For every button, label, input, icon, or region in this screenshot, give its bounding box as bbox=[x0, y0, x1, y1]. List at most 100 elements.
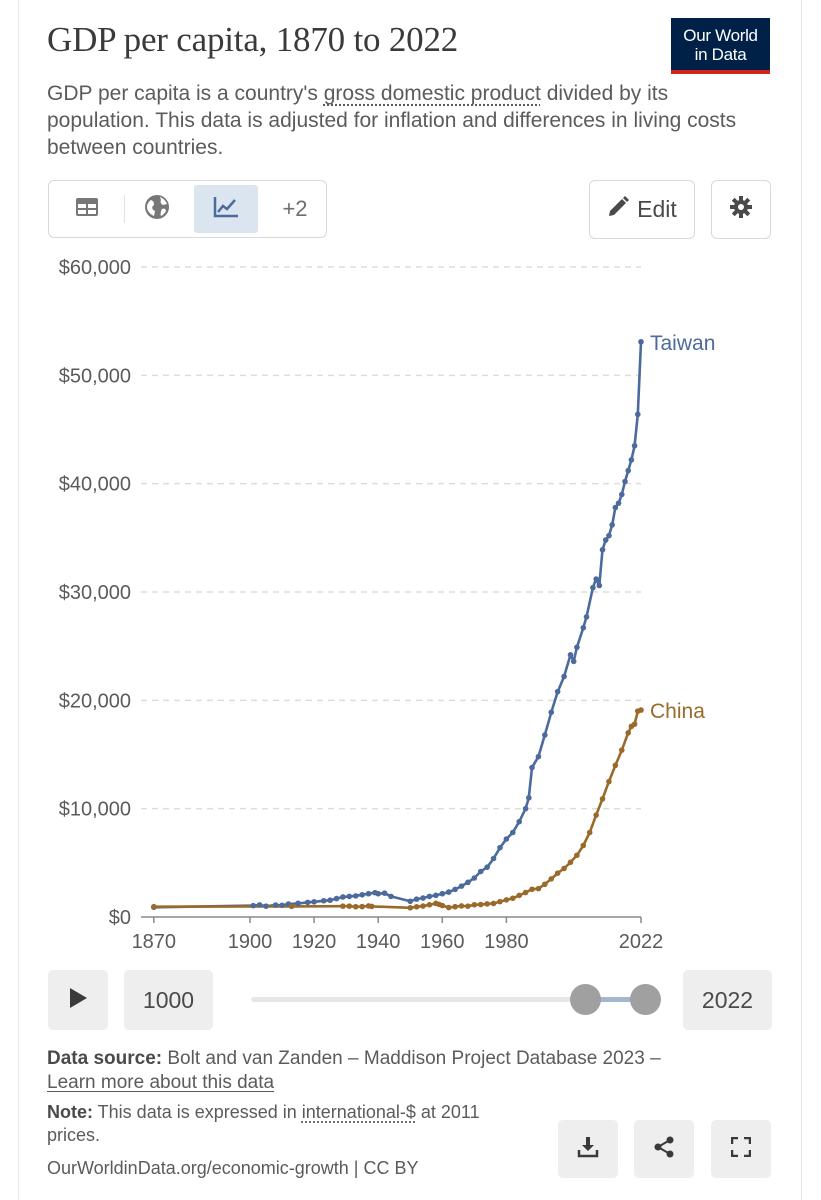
data-point-taiwan bbox=[320, 897, 327, 904]
data-point-taiwan bbox=[279, 902, 285, 909]
international-dollar-link[interactable]: international-$ bbox=[301, 1102, 416, 1122]
x-tick-label: 1920 bbox=[292, 931, 337, 953]
tab-separator bbox=[124, 195, 125, 223]
data-source-label: Data source: bbox=[47, 1048, 163, 1069]
data-point-taiwan bbox=[574, 644, 580, 651]
data-point-china bbox=[516, 892, 523, 899]
data-point-china bbox=[631, 721, 638, 727]
x-tick-label: 1940 bbox=[356, 931, 401, 953]
y-tick-label: $40,000 bbox=[59, 474, 131, 496]
play-button[interactable] bbox=[48, 970, 108, 1030]
note-text-2: at 2011 prices. bbox=[47, 1102, 480, 1145]
data-point-taiwan bbox=[375, 890, 381, 897]
edit-button-label: Edit bbox=[637, 196, 677, 222]
x-tick-label: 2022 bbox=[619, 931, 664, 953]
x-tick-label: 1980 bbox=[484, 931, 529, 953]
x-tick-label: 1900 bbox=[228, 931, 273, 953]
data-point-taiwan bbox=[477, 868, 484, 875]
timeline-start-year[interactable]: 1000 bbox=[124, 970, 213, 1030]
data-point-taiwan bbox=[445, 889, 452, 895]
settings-button[interactable] bbox=[711, 180, 771, 239]
data-point-taiwan bbox=[327, 897, 333, 904]
data-point-taiwan bbox=[561, 673, 567, 680]
chart-title: GDP per capita, 1870 to 2022 bbox=[47, 20, 459, 59]
y-tick-label: $30,000 bbox=[59, 582, 131, 604]
data-point-taiwan bbox=[526, 795, 532, 801]
data-point-china bbox=[346, 903, 353, 909]
data-point-taiwan bbox=[359, 891, 365, 898]
note-text-1: This data is expressed in bbox=[93, 1102, 302, 1122]
data-point-taiwan bbox=[548, 709, 555, 716]
note-label: Note: bbox=[47, 1102, 93, 1122]
data-point-china bbox=[420, 903, 426, 909]
data-point-taiwan bbox=[615, 500, 622, 506]
series-label-taiwan: Taiwan bbox=[650, 332, 715, 355]
data-point-china bbox=[288, 903, 295, 910]
data-point-taiwan bbox=[580, 624, 587, 631]
y-tick-label: $50,000 bbox=[59, 365, 131, 387]
download-button[interactable] bbox=[558, 1120, 618, 1178]
data-point-taiwan bbox=[256, 902, 263, 908]
series-line-taiwan bbox=[153, 341, 643, 909]
data-point-taiwan bbox=[618, 491, 625, 498]
tab-chart[interactable] bbox=[194, 185, 258, 233]
source-url[interactable]: OurWorldinData.org/economic-growth | CC … bbox=[47, 1158, 419, 1178]
data-point-taiwan bbox=[554, 688, 561, 695]
data-point-taiwan bbox=[465, 879, 471, 886]
data-point-taiwan bbox=[602, 537, 609, 543]
edit-button[interactable]: Edit bbox=[589, 180, 695, 239]
data-point-taiwan bbox=[352, 893, 359, 899]
timeline-end-handle[interactable] bbox=[630, 984, 661, 1015]
data-point-taiwan bbox=[583, 614, 590, 620]
data-point-taiwan bbox=[452, 886, 458, 893]
learn-more-link[interactable]: Learn more about this data bbox=[47, 1072, 275, 1093]
data-point-china bbox=[625, 730, 631, 736]
fullscreen-button[interactable] bbox=[711, 1120, 771, 1178]
data-point-china bbox=[561, 865, 567, 872]
y-tick-label: $60,000 bbox=[59, 257, 131, 279]
data-point-china bbox=[509, 895, 516, 902]
data-point-china bbox=[484, 901, 490, 907]
data-point-taiwan bbox=[250, 902, 256, 909]
data-point-taiwan bbox=[516, 818, 523, 825]
y-tick-label: $0 bbox=[109, 907, 131, 929]
data-point-taiwan bbox=[490, 855, 497, 862]
timeline-track[interactable] bbox=[251, 997, 586, 1002]
x-tick-label: 1960 bbox=[420, 931, 465, 953]
data-point-taiwan bbox=[622, 478, 628, 485]
data-point-china bbox=[567, 859, 574, 866]
data-point-taiwan bbox=[420, 895, 426, 901]
data-point-china bbox=[471, 901, 478, 908]
timeline-selected-range bbox=[586, 997, 646, 1002]
data-point-china bbox=[359, 903, 365, 910]
data-point-china bbox=[407, 904, 414, 911]
owid-logo[interactable]: Our World in Data bbox=[671, 18, 770, 74]
data-point-taiwan bbox=[593, 576, 599, 582]
line-chart-icon bbox=[213, 196, 239, 223]
data-point-taiwan bbox=[503, 836, 510, 842]
data-point-taiwan bbox=[567, 652, 574, 658]
tab-map[interactable] bbox=[125, 185, 189, 233]
data-point-taiwan bbox=[365, 890, 372, 897]
data-point-china bbox=[426, 901, 433, 908]
gear-icon bbox=[730, 196, 752, 223]
data-point-china bbox=[529, 886, 535, 893]
data-point-taiwan bbox=[471, 875, 478, 881]
logo-line-2: in Data bbox=[694, 45, 747, 64]
tab-more[interactable]: +2 bbox=[263, 185, 327, 233]
data-point-china bbox=[458, 903, 465, 909]
series-line-china bbox=[153, 708, 642, 910]
data-point-taiwan bbox=[272, 902, 279, 908]
chart-subtitle: GDP per capita is a country's gross dome… bbox=[47, 80, 767, 161]
tab-table[interactable] bbox=[55, 185, 119, 233]
timeline-end-year[interactable]: 2022 bbox=[683, 970, 772, 1030]
y-tick-label: $20,000 bbox=[59, 690, 131, 712]
data-point-taiwan bbox=[529, 764, 535, 771]
data-point-taiwan bbox=[484, 864, 490, 870]
gross-domestic-product-link[interactable]: gross domestic product bbox=[323, 82, 541, 105]
share-button[interactable] bbox=[634, 1120, 694, 1178]
timeline-start-handle[interactable] bbox=[570, 984, 601, 1015]
data-point-china bbox=[618, 747, 625, 753]
data-point-taiwan bbox=[606, 532, 612, 539]
data-point-china bbox=[151, 903, 157, 910]
